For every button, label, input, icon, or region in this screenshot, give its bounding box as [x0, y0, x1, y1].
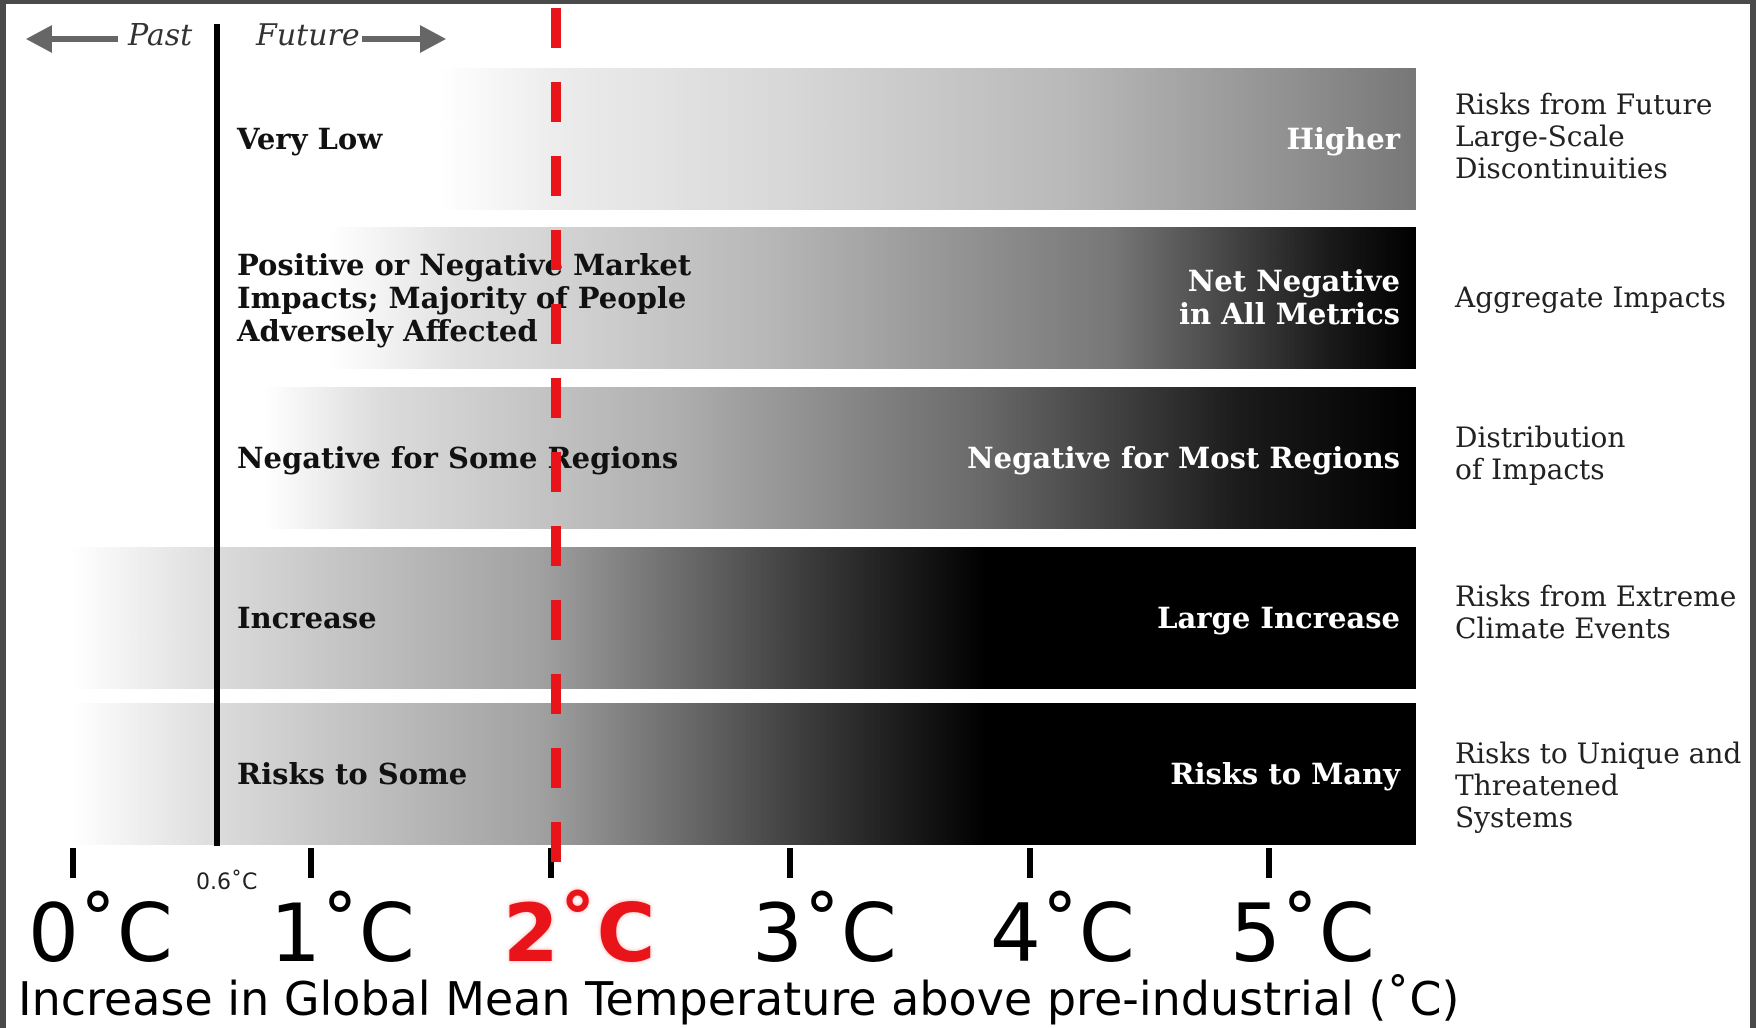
two-degree-threshold-line: [551, 8, 561, 876]
band-extreme-climate-events: [72, 547, 1416, 689]
band-aggregate-impacts: [330, 227, 1416, 369]
tick-2: [548, 848, 554, 878]
row4-right-text: Large Increase: [1157, 600, 1400, 635]
tick-3: [787, 848, 793, 878]
row5-right-text: Risks to Many: [1170, 756, 1400, 791]
tick-0: [70, 848, 76, 878]
band-distribution-of-impacts: [265, 387, 1416, 529]
row2-category-label: Aggregate Impacts: [1455, 281, 1726, 314]
frame-top: [0, 0, 1756, 4]
row5-category-label: Risks to Unique and Threatened Systems: [1455, 737, 1742, 834]
row5-left-text: Risks to Some: [237, 756, 468, 791]
right-arrow-icon: [420, 25, 446, 53]
band-large-scale-discontinuities: [440, 68, 1416, 210]
tick-1: [308, 848, 314, 878]
past-arrow-shaft: [50, 36, 118, 42]
tick-label-3: 3˚C: [752, 887, 897, 980]
future-label: Future: [256, 18, 360, 53]
row2-right-text: Net Negative in All Metrics: [1178, 264, 1400, 331]
tick-label-0: 0˚C: [28, 887, 173, 980]
present-day-line: [214, 24, 220, 846]
row2-left-text: Positive or Negative Market Impacts; Maj…: [237, 247, 692, 348]
row3-left-text: Negative for Some Regions: [237, 440, 679, 475]
frame-left: [0, 0, 6, 1028]
frame-right: [1750, 0, 1756, 1028]
tick-4: [1027, 848, 1033, 878]
future-arrow-shaft: [362, 36, 422, 42]
tick-label-5: 5˚C: [1230, 887, 1375, 980]
row1-category-label: Risks from Future Large-Scale Discontinu…: [1455, 88, 1713, 185]
tick-label-1: 1˚C: [270, 887, 415, 980]
row4-left-text: Increase: [237, 600, 377, 635]
row4-category-label: Risks from Extreme Climate Events: [1455, 580, 1737, 645]
row3-category-label: Distribution of Impacts: [1455, 421, 1626, 486]
row1-right-text: Higher: [1286, 121, 1400, 156]
present-day-tick-label: 0.6˚C: [196, 870, 258, 895]
tick-5: [1266, 848, 1272, 878]
past-label: Past: [128, 18, 193, 53]
tick-label-4: 4˚C: [990, 887, 1135, 980]
row3-right-text: Negative for Most Regions: [967, 440, 1400, 475]
left-arrow-icon: [26, 25, 52, 53]
tick-label-2-highlight: 2˚C: [503, 887, 655, 980]
row1-left-text: Very Low: [237, 121, 383, 156]
axis-title: Increase in Global Mean Temperature abov…: [18, 972, 1460, 1026]
band-unique-threatened-systems: [72, 703, 1416, 845]
